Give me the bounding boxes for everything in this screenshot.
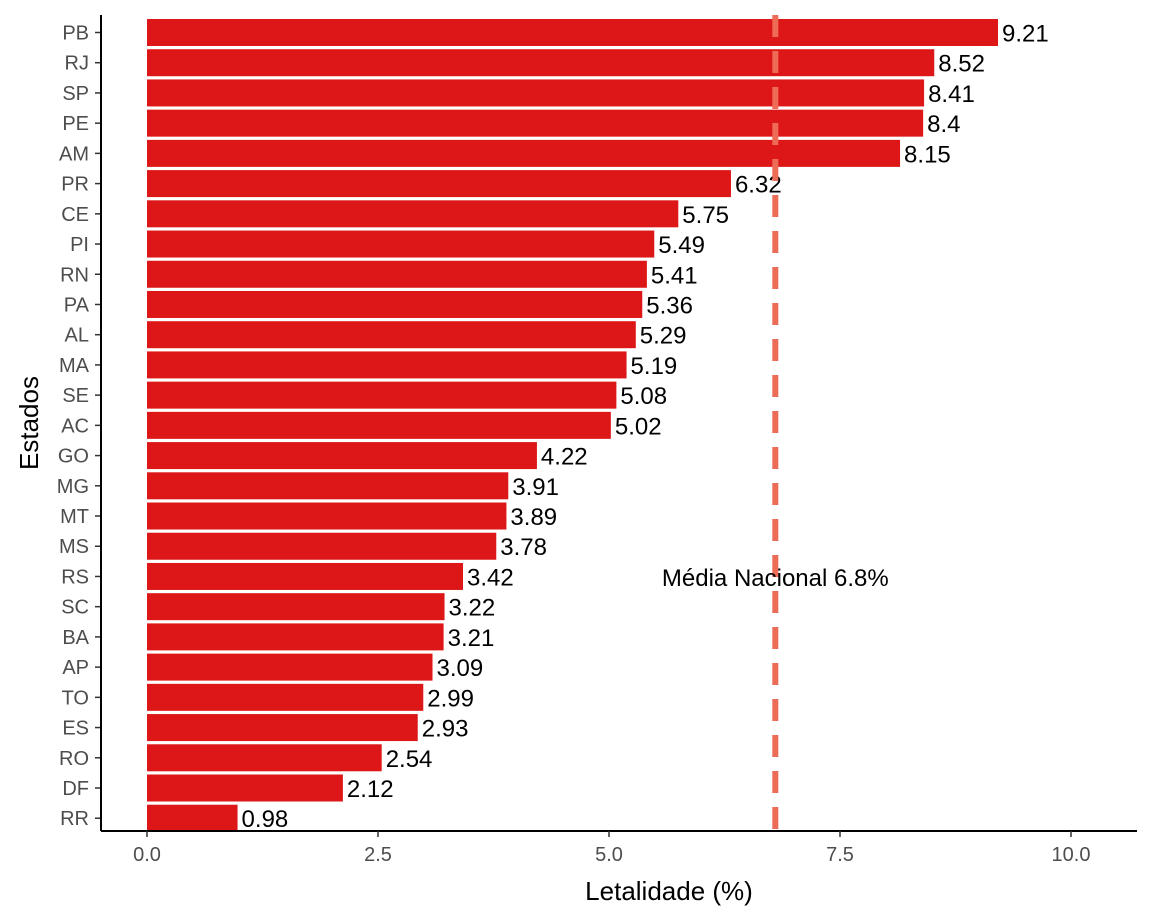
y-tick-label: PE	[62, 113, 89, 135]
bar-es	[147, 714, 418, 742]
y-tick-label: TO	[62, 687, 89, 709]
y-tick-label: MG	[57, 476, 89, 498]
value-label: 5.02	[615, 413, 662, 440]
bar-sp	[147, 79, 925, 107]
bar-pb	[147, 19, 999, 46]
value-label: 0.98	[242, 806, 289, 833]
y-tick-label: RR	[60, 808, 89, 830]
bar-ms	[147, 532, 497, 560]
bar-pi	[147, 230, 655, 258]
x-tick-label: 2.5	[364, 844, 392, 866]
value-label: 3.89	[510, 504, 557, 531]
bar-rj	[147, 49, 935, 77]
value-label: 2.12	[347, 776, 394, 803]
y-tick-label: SC	[61, 597, 89, 619]
value-label: 2.93	[422, 716, 469, 743]
y-tick-label: GO	[58, 446, 89, 468]
value-label: 5.29	[640, 323, 687, 350]
value-label: 8.52	[938, 51, 985, 78]
value-label: 4.22	[541, 444, 588, 471]
value-label: 5.08	[620, 383, 667, 410]
y-axis-title: Estados	[14, 376, 44, 470]
value-label: 2.54	[386, 746, 433, 773]
value-label: 8.15	[904, 141, 951, 168]
bar-rs	[147, 562, 464, 590]
y-tick-label: AC	[61, 415, 89, 437]
y-tick-label: SP	[62, 83, 89, 105]
bar-ac	[147, 411, 611, 439]
y-tick-label: RO	[59, 748, 89, 770]
value-label: 8.4	[927, 111, 960, 138]
bar-go	[147, 442, 537, 470]
x-axis: 0.0 2.5 5.0 7.5 10.0	[101, 830, 1137, 866]
value-label: 5.36	[646, 292, 693, 319]
value-label: 9.21	[1002, 21, 1049, 48]
value-label: 3.22	[449, 595, 496, 622]
value-label: 5.49	[658, 232, 705, 259]
x-axis-title: Letalidade (%)	[585, 876, 753, 906]
category-labels: PB RJ SP PE AM PR CE PI RN PA AL MA SE AC GO MG MT MS RS SC…	[57, 23, 90, 831]
value-label: 3.21	[448, 625, 495, 652]
y-tick-label: DF	[62, 778, 89, 800]
value-label: 3.78	[500, 534, 547, 561]
bar-sc	[147, 593, 445, 621]
y-axis	[95, 15, 102, 831]
x-tick-label: 0.0	[133, 844, 161, 866]
bar-rn	[147, 260, 647, 288]
value-labels: 9.218.528.418.48.156.325.755.495.415.365…	[242, 21, 1049, 834]
bar-ce	[147, 200, 679, 228]
bar-pr	[147, 170, 731, 198]
y-tick-label: MT	[60, 506, 89, 528]
bar-ma	[147, 351, 627, 379]
bar-rr	[147, 804, 238, 832]
value-label: 3.09	[437, 655, 484, 682]
y-tick-label: MA	[59, 355, 90, 377]
y-tick-label: AL	[65, 325, 89, 347]
bar-df	[147, 774, 343, 802]
x-tick-label: 7.5	[826, 844, 854, 866]
y-tick-label: CE	[61, 204, 89, 226]
bar-am	[147, 139, 901, 167]
y-tick-label: ES	[62, 718, 89, 740]
value-label: 8.41	[928, 81, 975, 108]
bar-to	[147, 683, 424, 711]
bar-se	[147, 381, 617, 409]
y-tick-label: PB	[62, 23, 89, 45]
bar-ba	[147, 623, 444, 651]
bar-al	[147, 321, 636, 349]
y-tick-label: RJ	[65, 53, 89, 75]
y-tick-label: PI	[70, 234, 89, 256]
value-label: 2.99	[427, 685, 474, 712]
value-label: 3.42	[467, 564, 514, 591]
bar-ap	[147, 653, 433, 681]
y-tick-label: SE	[62, 385, 89, 407]
bar-pe	[147, 109, 924, 137]
y-tick-label: RS	[61, 566, 89, 588]
value-label: 5.19	[631, 353, 678, 380]
x-tick-label: 10.0	[1052, 844, 1091, 866]
reference-line-label: Média Nacional 6.8%	[662, 565, 889, 592]
bar-mg	[147, 472, 509, 500]
bar-pa	[147, 290, 643, 318]
y-tick-label: AM	[59, 143, 89, 165]
value-label: 3.91	[512, 474, 559, 501]
y-tick-label: RN	[60, 264, 89, 286]
x-tick-label: 5.0	[595, 844, 623, 866]
y-tick-label: PR	[61, 174, 89, 196]
bars-group	[147, 19, 999, 832]
y-tick-label: AP	[62, 657, 89, 679]
bar-ro	[147, 744, 382, 772]
y-tick-label: MS	[59, 536, 89, 558]
value-label: 5.75	[682, 202, 729, 229]
value-label: 5.41	[651, 262, 698, 289]
bar-mt	[147, 502, 507, 530]
y-tick-label: BA	[62, 627, 89, 649]
y-tick-label: PA	[64, 294, 90, 316]
